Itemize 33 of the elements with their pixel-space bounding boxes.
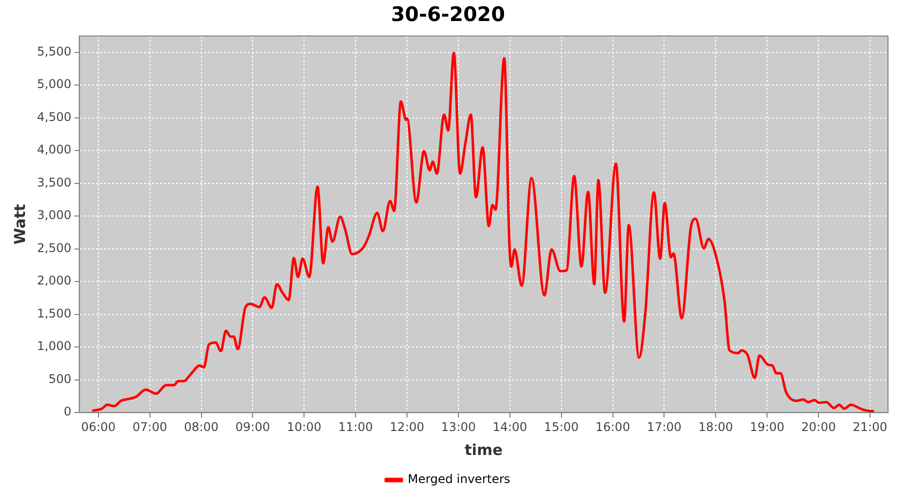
legend-label: Merged inverters [408, 472, 510, 486]
x-tick-label: 17:00 [646, 420, 682, 434]
x-tick-label: 07:00 [132, 420, 168, 434]
y-tick-label: 3,500 [36, 175, 72, 190]
x-tick-label: 13:00 [441, 420, 476, 434]
y-tick-label: 2,000 [36, 274, 72, 288]
y-tick-label: 0 [64, 404, 72, 419]
x-tick-label: 09:00 [235, 420, 270, 434]
x-tick-label: 08:00 [184, 420, 219, 434]
x-tick-label: 18:00 [698, 420, 733, 434]
x-tick-label: 06:00 [81, 420, 116, 434]
y-tick-label: 5,500 [36, 44, 72, 58]
x-tick-label: 12:00 [390, 420, 424, 434]
line-series [92, 52, 874, 413]
y-tick-label: 500 [48, 372, 72, 386]
x-tick-label: 16:00 [595, 420, 630, 434]
x-tick-label: 20:00 [801, 420, 836, 434]
y-tick-label: 3,000 [36, 208, 72, 222]
x-tick-label: 14:00 [492, 420, 528, 434]
y-tick-label: 2,500 [36, 240, 72, 255]
x-axis-title: time [464, 440, 503, 459]
y-axis-title: Watt [10, 204, 29, 245]
x-tick-label: 15:00 [544, 420, 579, 434]
y-tick-label: 1,000 [36, 339, 72, 354]
chart-title: 30-6-2020 [390, 2, 506, 26]
x-tick-label: 19:00 [750, 420, 784, 434]
x-tick-label: 11:00 [338, 420, 373, 434]
y-tick-label: 1,500 [36, 306, 72, 320]
y-tick-label: 5,000 [36, 77, 72, 92]
x-tick-label: 21:00 [852, 420, 888, 434]
x-tick-label: 10:00 [286, 420, 322, 434]
y-tick-label: 4,000 [36, 142, 72, 157]
y-tick-label: 4,500 [36, 110, 72, 124]
